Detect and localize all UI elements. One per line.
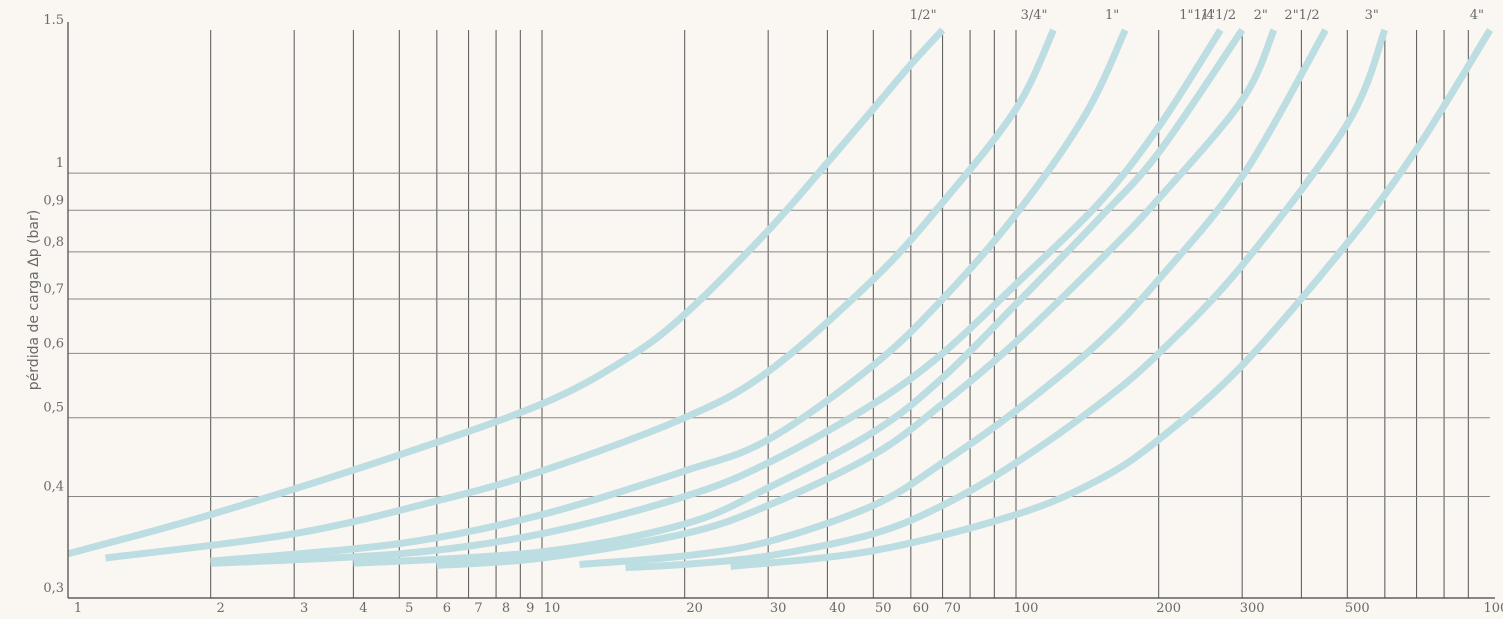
series-label-4: 1"1/4 <box>1179 8 1214 23</box>
series-line-9 <box>730 28 1493 570</box>
x-tick-label: 8 <box>502 601 510 616</box>
axes: 1 2 3 4 5 6 7 8 9 10 20 30 40 50 60 70 100 200 300 500 1000 0… <box>43 13 1503 616</box>
x-tick-label: 5 <box>405 601 413 616</box>
series-label-3: 1" <box>1105 8 1119 23</box>
series-label-2: 3/4" <box>1021 8 1048 23</box>
y-tick-label: 0,4 <box>43 479 64 494</box>
x-tick-label: 9 <box>526 601 534 616</box>
x-tick-label: 2 <box>217 601 225 616</box>
series-label-5: 1"1/2 <box>1201 8 1236 23</box>
series-line-4 <box>210 28 1224 567</box>
x-tick-label: 50 <box>875 601 892 616</box>
y-axis-label: pérdida de carga Δp (bar) <box>26 210 42 390</box>
x-tick-label: 1000 <box>1483 601 1503 616</box>
series-line-8 <box>625 28 1389 572</box>
x-tick-label: 60 <box>913 601 930 616</box>
x-tick-label: 10 <box>544 601 561 616</box>
y-tick-label: 1 <box>56 156 64 171</box>
x-tick-label: 70 <box>944 601 961 616</box>
series-label-8: 3" <box>1365 8 1379 23</box>
series-line-6 <box>436 28 1278 569</box>
series-label-1: 1/2" <box>910 8 937 23</box>
y-tick-label: 1.5 <box>43 13 64 28</box>
y-tick-label: 0,9 <box>43 193 64 208</box>
series-line-5 <box>353 28 1246 567</box>
series-line-1 <box>67 27 946 558</box>
series-label-7: 2"1/2 <box>1284 8 1319 23</box>
y-tick-label: 0,5 <box>43 401 64 416</box>
series-line-3 <box>210 28 1129 565</box>
series-lines: 1/2" 3/4" 1" 1"1/41"1/2 2" 2"1/2 3" 4" <box>67 8 1493 572</box>
series-line-7 <box>579 28 1329 568</box>
y-tick-label: 0,7 <box>43 282 64 297</box>
series-line-2 <box>105 28 1057 562</box>
series-label-9: 4" <box>1470 8 1484 23</box>
x-tick-label: 6 <box>443 601 451 616</box>
x-tick-label: 100 <box>1014 601 1039 616</box>
x-tick-label: 40 <box>829 601 846 616</box>
x-tick-label: 4 <box>359 601 367 616</box>
x-tick-label: 30 <box>770 601 787 616</box>
series-label-6: 2" <box>1254 8 1268 23</box>
y-tick-label: 0,8 <box>43 235 64 250</box>
x-tick-label: 20 <box>686 601 703 616</box>
y-tick-label: 0,6 <box>43 336 64 351</box>
y-tick-label: 0,3 <box>43 581 64 596</box>
x-tick-label: 300 <box>1240 601 1265 616</box>
x-tick-label: 500 <box>1345 601 1370 616</box>
x-tick-label: 7 <box>474 601 482 616</box>
x-tick-label: 3 <box>300 601 308 616</box>
x-tick-label: 1 <box>74 601 82 616</box>
x-tick-label: 200 <box>1156 601 1181 616</box>
